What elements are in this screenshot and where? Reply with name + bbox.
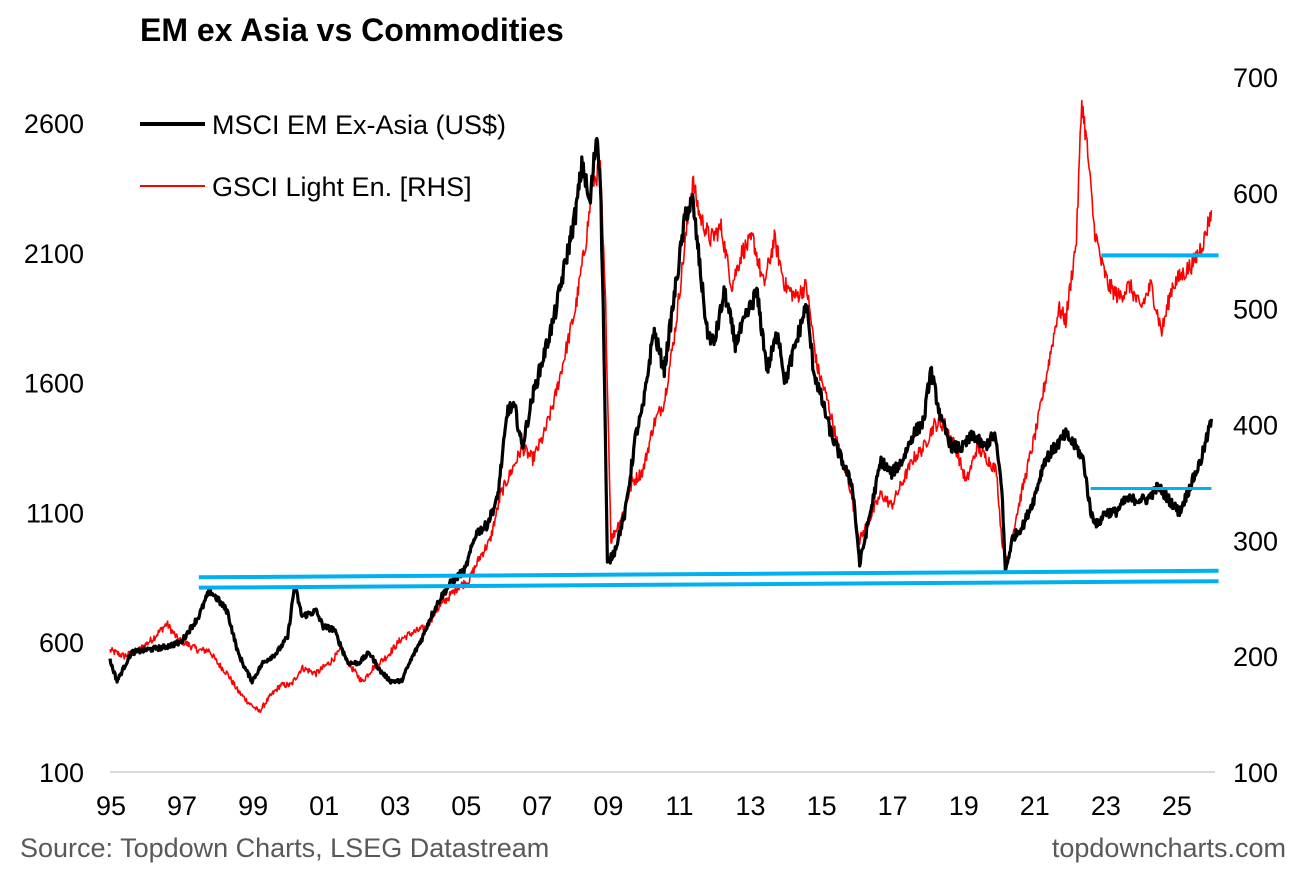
x-tick-label: 15 [807, 791, 837, 821]
series-line-gsci-light-energy [109, 99, 1213, 713]
x-tick-label: 95 [96, 791, 126, 821]
left-tick-label: 1600 [24, 369, 84, 399]
support-line [198, 568, 1219, 580]
left-tick-label: 2100 [24, 239, 84, 269]
x-tick-label: 97 [167, 791, 197, 821]
x-tick-label: 99 [238, 791, 268, 821]
x-tick-label: 09 [593, 791, 623, 821]
x-tick-label: 07 [522, 791, 552, 821]
source-note: Source: Topdown Charts, LSEG Datastream [20, 833, 550, 863]
right-tick-label: 600 [1233, 179, 1278, 209]
right-tick-label: 200 [1233, 642, 1278, 672]
left-tick-label: 600 [39, 628, 84, 658]
x-tick-label: 13 [736, 791, 766, 821]
support-line [198, 579, 1219, 590]
x-tick-label: 05 [451, 791, 481, 821]
left-tick-label: 100 [39, 758, 84, 788]
x-tick-label: 19 [949, 791, 979, 821]
right-tick-label: 100 [1233, 758, 1278, 788]
x-tick-label: 17 [878, 791, 908, 821]
right-tick-label: 300 [1233, 526, 1278, 556]
legend-label-gsci: GSCI Light En. [RHS] [212, 172, 472, 202]
x-tick-label: 01 [309, 791, 339, 821]
x-tick-label: 23 [1091, 791, 1121, 821]
right-tick-label: 500 [1233, 295, 1278, 325]
x-tick-label: 03 [380, 791, 410, 821]
watermark: topdowncharts.com [1051, 833, 1286, 863]
chart-title: EM ex Asia vs Commodities [140, 12, 564, 48]
left-tick-label: 2600 [24, 109, 84, 139]
legend-label-msci: MSCI EM Ex-Asia (US$) [212, 110, 506, 140]
x-tick-label: 11 [665, 791, 693, 821]
right-tick-label: 700 [1233, 63, 1278, 93]
right-tick-label: 400 [1233, 411, 1278, 441]
x-tick-label: 25 [1162, 791, 1192, 821]
left-tick-label: 1100 [26, 498, 84, 528]
series-line-msci-em-ex-asia [108, 136, 1213, 685]
x-tick-label: 21 [1020, 791, 1050, 821]
